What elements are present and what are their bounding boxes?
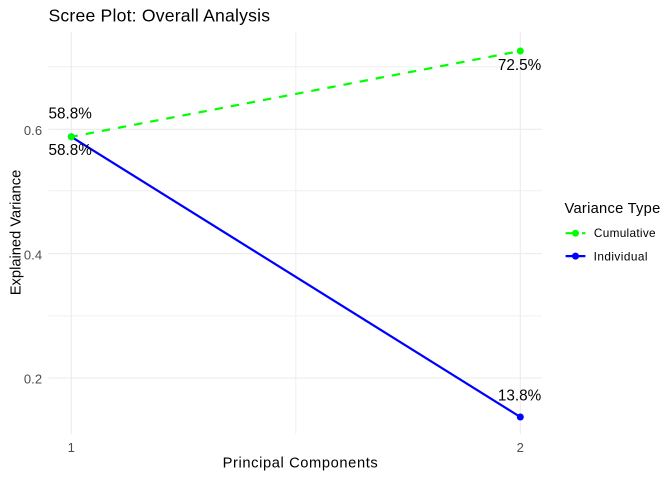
svg-text:Scree Plot: Overall Analysis: Scree Plot: Overall Analysis: [49, 5, 271, 25]
svg-text:Variance Type: Variance Type: [565, 201, 661, 217]
svg-text:58.8%: 58.8%: [49, 142, 93, 159]
svg-text:1: 1: [68, 440, 75, 455]
svg-text:Principal Components: Principal Components: [223, 455, 379, 471]
svg-text:Explained Variance: Explained Variance: [9, 170, 25, 295]
svg-text:Cumulative: Cumulative: [594, 226, 656, 240]
svg-text:0.2: 0.2: [24, 372, 42, 387]
svg-text:2: 2: [517, 440, 524, 455]
svg-text:58.8%: 58.8%: [49, 106, 93, 123]
svg-text:Individual: Individual: [594, 250, 648, 264]
svg-text:13.8%: 13.8%: [498, 387, 542, 404]
svg-text:0.6: 0.6: [24, 123, 42, 138]
svg-text:0.4: 0.4: [24, 247, 42, 262]
svg-text:72.5%: 72.5%: [498, 57, 542, 74]
